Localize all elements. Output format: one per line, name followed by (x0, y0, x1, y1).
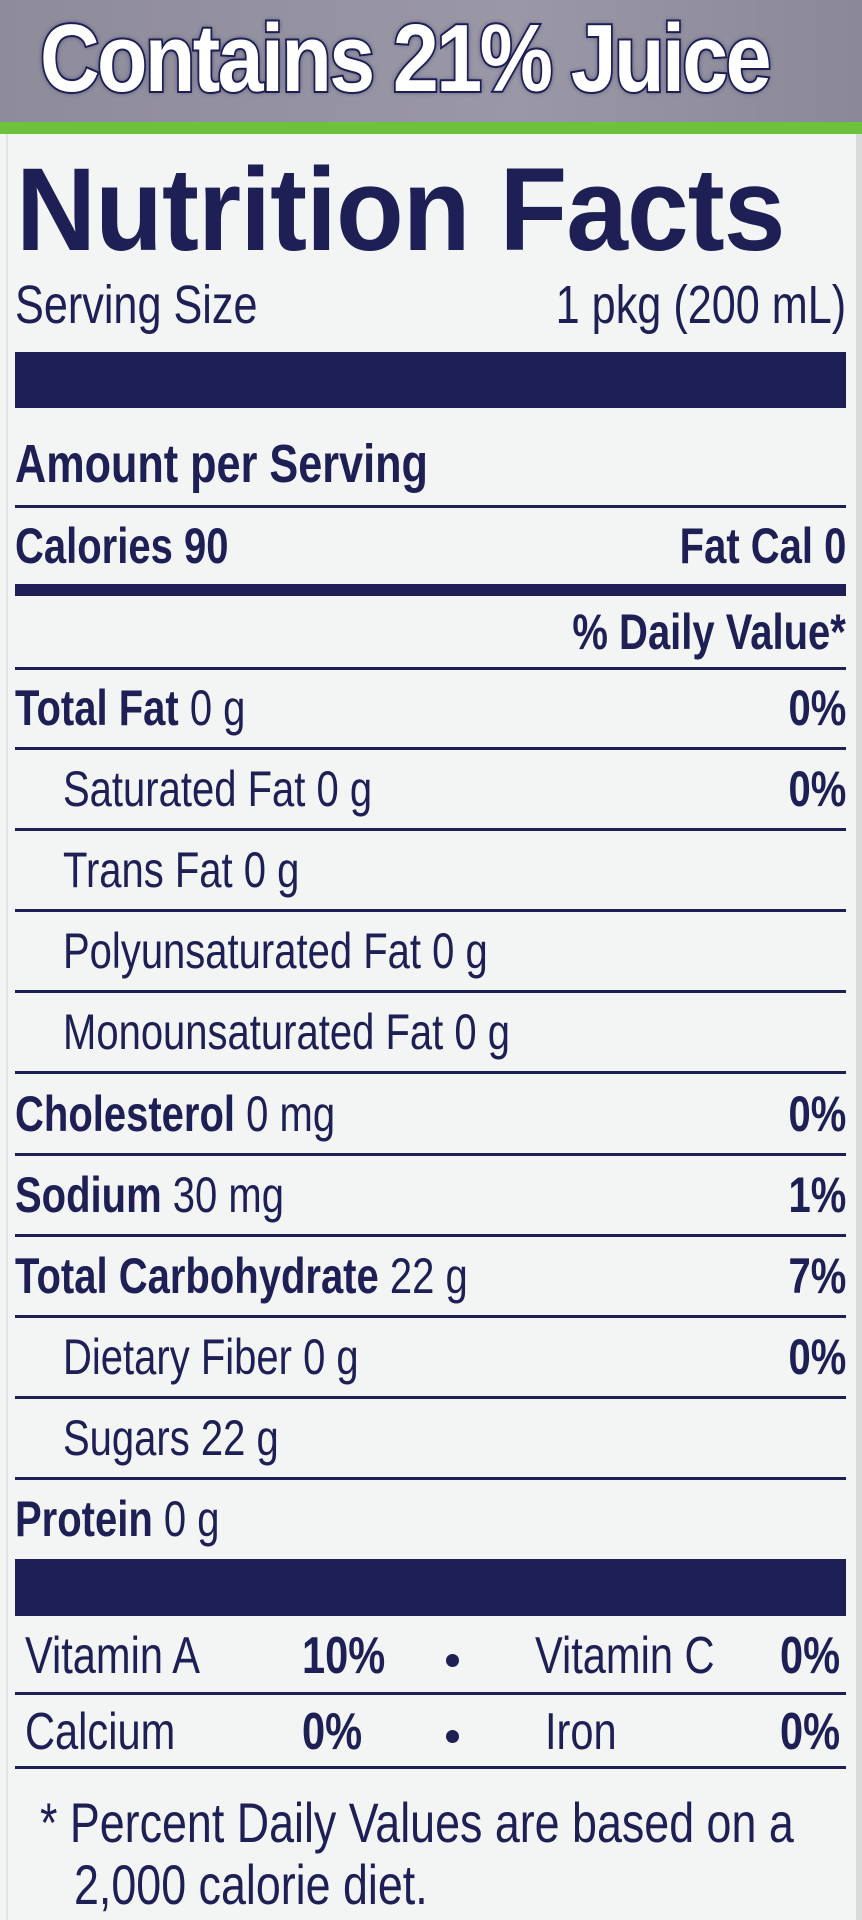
calcium-label: Calcium (25, 1703, 176, 1761)
calories-label: Calories (15, 518, 173, 574)
divider (15, 1071, 846, 1075)
thick-divider (15, 352, 846, 408)
bullet-icon (446, 1654, 459, 1667)
amount-per-serving-label: Amount per Serving (15, 434, 428, 494)
thick-divider (15, 1559, 846, 1616)
divider (15, 505, 846, 508)
divider (15, 909, 846, 913)
divider (15, 1766, 846, 1769)
serving-size-row: Serving Size 1 pkg (200 mL) (15, 272, 846, 338)
nutrient-row: Polyunsaturated Fat 0 g (15, 911, 846, 991)
nutrient-amount: 0 g (316, 761, 373, 818)
nutrient-row: Total Carbohydrate 22 g 7% (15, 1236, 846, 1316)
divider (15, 667, 846, 670)
green-stripe (0, 122, 862, 134)
divider (15, 747, 846, 750)
calories-row: Calories 90 Fat Cal 0 (15, 508, 846, 584)
nutrient-label: Sugars (63, 1409, 190, 1466)
nutrient-row: Cholesterol 0 mg 0% (15, 1074, 846, 1154)
vitamin-c-label: Vitamin C (535, 1627, 715, 1685)
nutrient-daily-value: 0% (788, 1328, 846, 1385)
vitamin-a-dv: 10% (302, 1627, 386, 1685)
nutrient-daily-value: 0% (788, 761, 846, 818)
divider (15, 1314, 846, 1318)
nutrient-label: Monounsaturated Fat (63, 1004, 444, 1061)
divider (15, 1692, 846, 1695)
daily-value-header-row: % Daily Value* (15, 596, 846, 668)
nutrient-amount: 0 g (243, 842, 300, 899)
daily-value-header: % Daily Value* (572, 604, 846, 660)
nutrient-daily-value: 0% (788, 680, 846, 736)
divider (15, 990, 846, 994)
iron-dv: 0% (780, 1703, 841, 1761)
nutrient-daily-value: 0% (788, 1085, 846, 1142)
divider (15, 1152, 846, 1156)
nutrient-row: Dietary Fiber 0 g 0% (15, 1317, 846, 1397)
nutrient-label: Total Carbohydrate (15, 1247, 379, 1304)
calcium-dv: 0% (302, 1703, 363, 1761)
fat-cal-value: 0 (823, 518, 846, 574)
footnote-line-1: * Percent Daily Values are based on a (40, 1791, 794, 1854)
nutrient-label: Protein (15, 1491, 153, 1547)
nutrient-amount: 22 g (389, 1247, 468, 1304)
nutrient-row: Sodium 30 mg 1% (15, 1155, 846, 1235)
juice-content-banner: Contains 21% Juice (38, 3, 773, 114)
nutrition-panel (0, 134, 862, 1920)
serving-size-value: 1 pkg (200 mL) (555, 275, 846, 335)
iron-label: Iron (545, 1703, 617, 1761)
banner: Contains 21% Juice (0, 0, 862, 124)
footnote-line-2: 2,000 calorie diet. (74, 1853, 428, 1916)
nutrient-label: Polyunsaturated Fat (63, 923, 421, 980)
nutrient-amount: 22 g (200, 1409, 279, 1466)
nutrient-label: Total Fat (15, 680, 179, 736)
nutrient-label: Sodium (15, 1166, 162, 1223)
divider (15, 1233, 846, 1237)
divider (15, 828, 846, 832)
divider (15, 1476, 846, 1480)
nutrient-row: Trans Fat 0 g (15, 830, 846, 910)
fat-cal-label: Fat Cal (679, 518, 813, 574)
amount-per-serving: Amount per Serving (15, 424, 846, 504)
nutrient-label: Trans Fat (63, 842, 233, 899)
nutrient-daily-value: 1% (788, 1166, 846, 1223)
fold-line (6, 134, 8, 1920)
nutrient-amount: 0 g (432, 923, 488, 980)
nutrient-amount: 0 g (163, 1491, 220, 1547)
nutrient-amount: 0 g (454, 1004, 510, 1061)
bullet-icon (446, 1730, 459, 1743)
nutrient-amount: 30 mg (172, 1166, 284, 1223)
nutrient-row: Total Fat 0 g 0% (15, 668, 846, 748)
nutrient-label: Saturated Fat (63, 761, 306, 818)
nutrient-row: Protein 0 g (15, 1479, 846, 1559)
nutrient-amount: 0 g (189, 680, 246, 736)
nutrient-row: Monounsaturated Fat 0 g (15, 992, 846, 1072)
nutrient-row: Saturated Fat 0 g 0% (15, 749, 846, 829)
nutrient-label: Dietary Fiber (63, 1328, 292, 1385)
nutrient-label: Cholesterol (15, 1085, 236, 1142)
nutrient-amount: 0 mg (246, 1085, 336, 1142)
serving-size-label: Serving Size (15, 275, 258, 335)
medium-divider (15, 584, 846, 596)
nutrient-daily-value: 7% (788, 1247, 846, 1304)
footnote: * Percent Daily Values are based on a 2,… (40, 1792, 862, 1916)
divider (15, 1395, 846, 1399)
nutrient-row: Sugars 22 g (15, 1398, 846, 1478)
nutrient-amount: 0 g (303, 1328, 359, 1385)
page-title: Nutrition Facts (16, 144, 785, 276)
vitamin-c-dv: 0% (780, 1627, 841, 1685)
calories-value: 90 (183, 518, 229, 574)
vitamin-a-label: Vitamin A (25, 1627, 200, 1685)
